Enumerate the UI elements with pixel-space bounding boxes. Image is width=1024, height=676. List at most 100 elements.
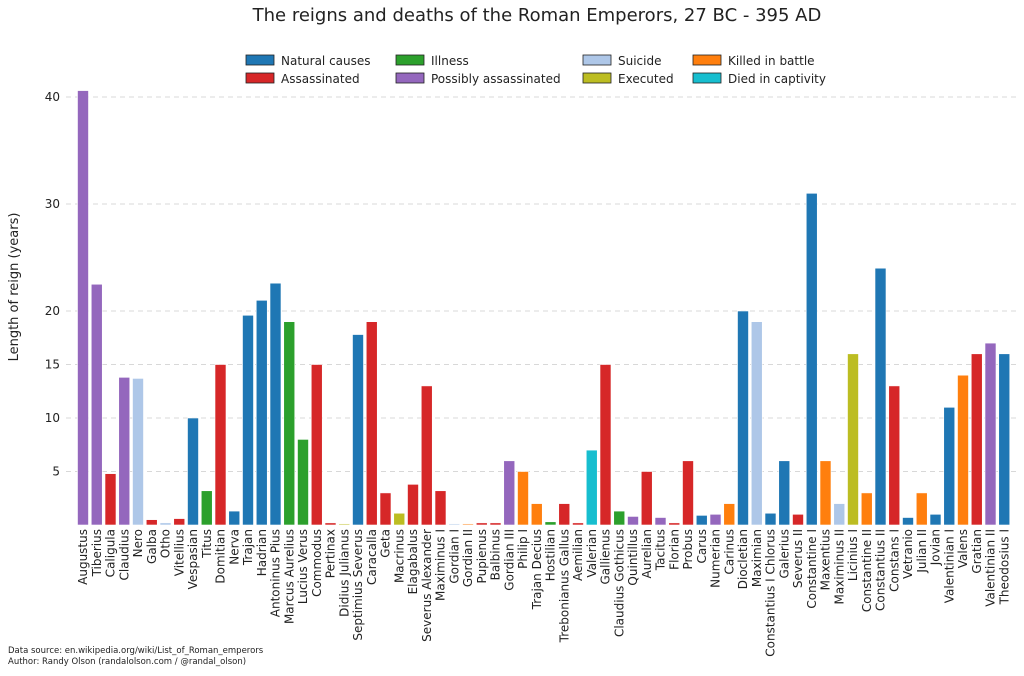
bar-vetranio	[902, 517, 914, 526]
x-tick-label: Maximinus II	[832, 529, 846, 605]
bar-antoninus-pius	[269, 282, 282, 526]
legend-label: Suicide	[618, 54, 662, 68]
x-tick-label: Balbinus	[489, 529, 503, 580]
x-tick-label: Constantius I Chlorus	[764, 529, 778, 657]
legend-label: Killed in battle	[728, 54, 815, 68]
x-tick-label: Numerian	[709, 529, 723, 588]
x-tick-label: Septimius Severus	[351, 529, 365, 641]
bar-maximinus-i	[434, 490, 447, 526]
x-tick-label: Vetranio	[901, 529, 915, 579]
bar-maximian	[750, 321, 763, 526]
x-tick-label: Constantine II	[860, 529, 874, 612]
bar-gordian-i	[448, 523, 461, 526]
bar-jovian	[929, 513, 942, 526]
bar-constantius-i-chlorus	[764, 512, 777, 526]
x-tick-label: Claudius	[117, 529, 131, 580]
x-tick-label: Carinus	[722, 529, 736, 574]
legend-swatch-C	[692, 72, 722, 84]
bar-maxentius	[819, 460, 832, 526]
bar-gordian-ii	[462, 523, 474, 526]
bar-maximinus-ii	[833, 503, 846, 526]
x-tick-label: Trajan	[241, 529, 255, 566]
y-tick-label: 40	[45, 90, 60, 104]
x-tick-label: Augustus	[76, 529, 90, 585]
bar-titus	[200, 490, 213, 526]
x-tick-label: Diocletian	[736, 529, 750, 589]
y-tick-labels: 5 10 15 20 30 40	[45, 90, 60, 479]
bar-caracalla	[365, 321, 378, 526]
bar-valerian	[585, 449, 598, 526]
x-tick-label: Pertinax	[324, 529, 338, 578]
bar-trajan	[242, 314, 254, 526]
x-tick-label: Gordian I	[447, 529, 461, 584]
x-tick-label: Marcus Aurelius	[282, 529, 296, 624]
bar-vitellius	[173, 518, 186, 526]
bar-severus-alexander	[420, 385, 433, 526]
bar-valentinian-i	[943, 406, 956, 526]
x-tick-label: Caracalla	[365, 529, 379, 585]
bar-numerian	[709, 513, 722, 526]
bar-caligula	[104, 473, 117, 526]
y-axis-label: Length of reign (years)	[7, 213, 22, 362]
bar-gratian	[970, 353, 983, 526]
bar-severus-ii	[792, 513, 804, 526]
bar-pupienus	[475, 522, 488, 526]
x-tick-label: Florian	[667, 529, 681, 570]
bar-augustus	[77, 90, 89, 526]
x-tick-label: Maxentius	[819, 529, 833, 590]
x-tick-label: Galba	[145, 529, 159, 564]
x-tick-label: Elagabalus	[406, 529, 420, 594]
bar-aemilian	[572, 522, 584, 526]
x-tick-label: Constantius II	[874, 529, 888, 611]
bar-galba	[145, 519, 158, 526]
bar-carinus	[723, 503, 736, 526]
x-tick-label: Trebonianus Gallus	[557, 529, 571, 643]
x-tick-label: Valentinian I	[942, 529, 956, 603]
x-tick-label: Aemilian	[571, 529, 585, 581]
bar-nero	[132, 378, 144, 526]
x-tick-label: Valentinian II	[984, 529, 998, 607]
bar-vespasian	[187, 417, 199, 526]
x-tick-label: Tacitus	[654, 529, 668, 571]
x-tick-label: Lucius Verus	[296, 529, 310, 604]
x-tick-label: Geta	[379, 529, 393, 558]
x-tick-label: Severus II	[791, 529, 805, 588]
x-tick-label: Hostilian	[544, 529, 558, 581]
legend-swatch-I	[395, 54, 425, 66]
x-tick-label: Trajan Decius	[530, 529, 544, 610]
bar-septimius-severus	[352, 334, 364, 526]
bar-gallienus	[599, 364, 612, 526]
bar-aurelian	[640, 471, 653, 526]
bar-gordian-iii	[503, 460, 516, 526]
bar-valentinian-ii	[984, 342, 997, 526]
bar-tiberius	[90, 283, 103, 526]
y-tick-label: 10	[45, 411, 60, 425]
bar-quintillus	[627, 516, 639, 526]
x-tick-label: Carus	[695, 529, 709, 564]
bar-constans-i	[888, 385, 901, 526]
x-tick-label: Severus Alexander	[420, 529, 434, 642]
x-tick-label: Pupienus	[475, 529, 489, 583]
bar-claudius	[118, 377, 131, 526]
x-tick-label: Commodus	[310, 529, 324, 597]
bar-geta	[379, 492, 392, 526]
x-tick-label: Licinius I	[846, 529, 860, 581]
bar-julian-ii	[915, 492, 928, 526]
x-tick-label: Gordian III	[502, 529, 516, 591]
x-tick-labels: Augustus Tiberius Caligula Claudius Nero Galb…	[76, 529, 1011, 657]
x-tick-label: Galerius	[777, 529, 791, 579]
x-tick-label: Titus	[200, 529, 214, 559]
legend-label: Executed	[618, 72, 674, 86]
legend-swatch-S	[582, 54, 612, 66]
x-tick-label: Nerva	[227, 529, 241, 565]
bar-constantine-i	[805, 193, 818, 526]
y-tick-label: 20	[45, 304, 60, 318]
bar-tacitus	[654, 517, 667, 526]
bar-hadrian	[255, 299, 268, 526]
bar-valens	[957, 374, 969, 526]
x-tick-label: Aurelian	[640, 529, 654, 579]
bar-otho	[159, 522, 172, 526]
bar-lucius-verus	[297, 439, 309, 526]
x-tick-label: Gordian II	[461, 529, 475, 587]
x-tick-label: Philip I	[516, 529, 530, 569]
